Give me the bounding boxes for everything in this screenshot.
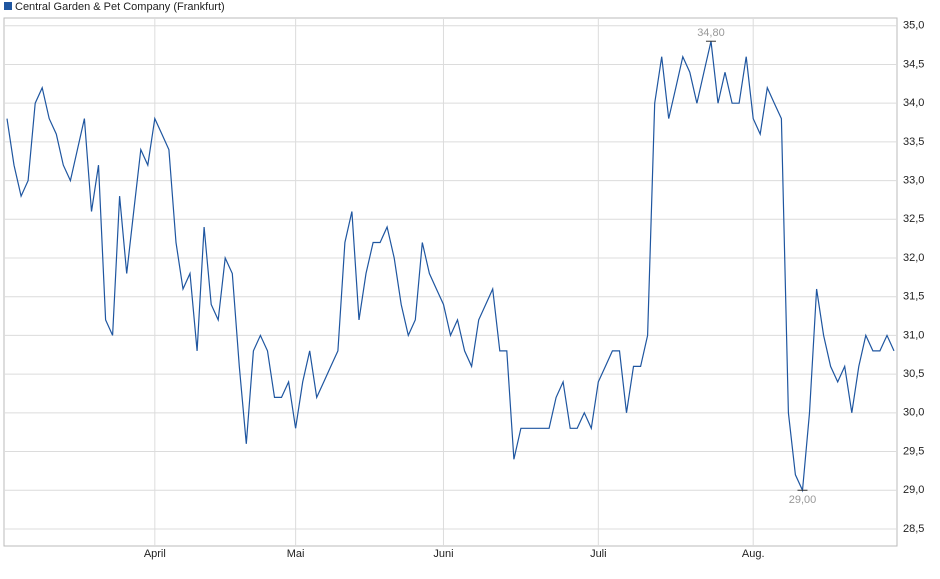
legend-label: Central Garden & Pet Company (Frankfurt)	[15, 1, 225, 13]
y-tick-label: 29,0	[903, 484, 924, 496]
x-tick-label: Juni	[433, 548, 453, 560]
plot-frame	[3, 17, 898, 547]
x-tick-label: Aug.	[742, 548, 765, 560]
y-tick-label: 30,0	[903, 407, 924, 419]
y-tick-label: 32,0	[903, 252, 924, 264]
legend-swatch	[4, 2, 12, 10]
y-tick-label: 31,0	[903, 329, 924, 341]
y-tick-label: 35,0	[903, 20, 924, 32]
y-tick-label: 29,5	[903, 445, 924, 457]
value-label: 34,80	[697, 27, 725, 39]
y-tick-label: 34,0	[903, 97, 924, 109]
y-tick-label: 28,5	[903, 523, 924, 535]
y-tick-label: 33,0	[903, 174, 924, 186]
x-tick-label: Juli	[590, 548, 607, 560]
x-tick-label: Mai	[287, 548, 305, 560]
x-tick-label: April	[144, 548, 166, 560]
y-tick-label: 32,5	[903, 213, 924, 225]
y-tick-label: 33,5	[903, 136, 924, 148]
y-tick-label: 31,5	[903, 291, 924, 303]
y-tick-label: 34,5	[903, 58, 924, 70]
price-line	[6, 41, 895, 493]
value-label: 29,00	[789, 494, 817, 506]
y-tick-label: 30,5	[903, 368, 924, 380]
